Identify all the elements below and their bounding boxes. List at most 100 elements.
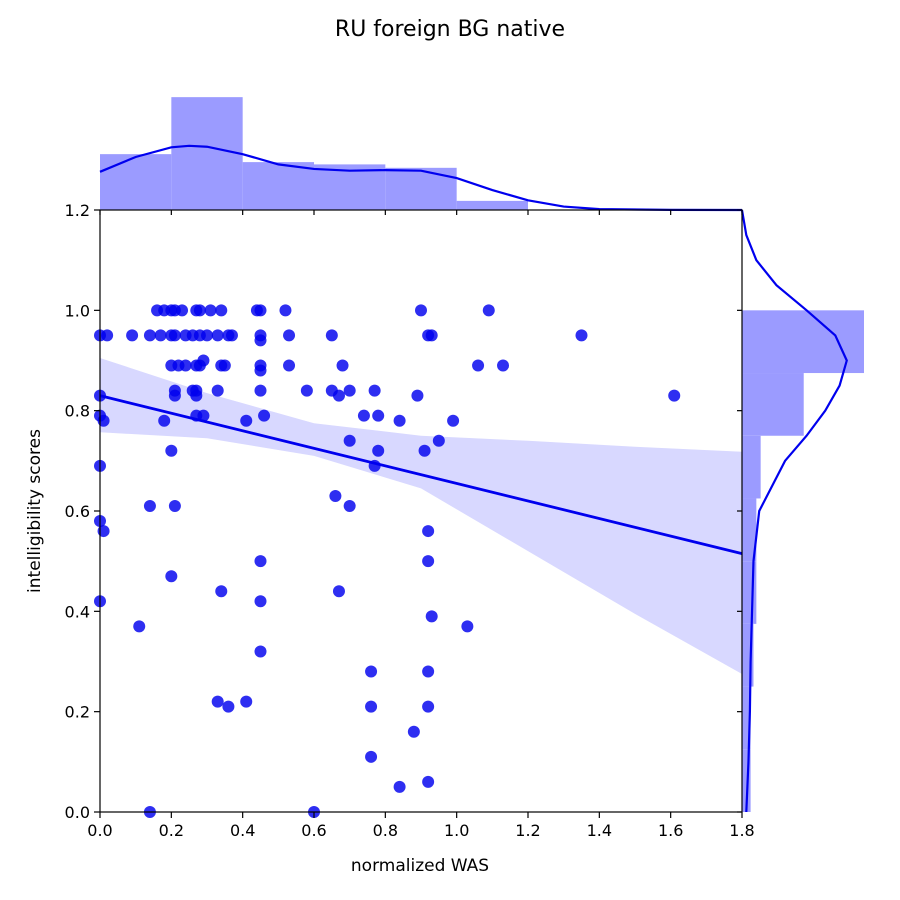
data-point — [343, 499, 356, 512]
y-axis-label: intelligibility scores — [25, 429, 45, 593]
data-point — [218, 359, 231, 372]
data-point — [329, 489, 342, 502]
chart-title: RU foreign BG native — [335, 17, 565, 42]
data-point — [422, 700, 435, 713]
data-point — [372, 409, 385, 422]
data-point — [336, 359, 349, 372]
x-marginal-ticks — [99, 210, 743, 215]
data-point — [211, 384, 224, 397]
x-tick-label: 0.2 — [159, 821, 184, 840]
data-point — [197, 354, 210, 367]
x-hist-bar — [100, 154, 172, 210]
data-point — [254, 645, 267, 658]
y-tick-label: 1.0 — [65, 301, 90, 320]
x-tick-label: 1.6 — [658, 821, 683, 840]
data-point — [197, 409, 210, 422]
y-hist-bar — [742, 686, 751, 750]
y-hist-bar — [742, 310, 864, 374]
y-axis-ticks: 0.0 0.2 0.4 0.6 0.8 1.0 1.2 — [65, 201, 100, 822]
data-point — [258, 409, 271, 422]
y-hist-bar — [742, 623, 754, 687]
data-point — [165, 444, 178, 457]
data-point — [240, 695, 253, 708]
x-density-curve — [99, 144, 743, 212]
y-marginal-histogram — [742, 310, 864, 812]
x-axis-ticks: 0.0 0.2 0.4 0.6 0.8 1.0 1.2 1.4 1.6 1.8 — [87, 812, 755, 840]
data-point — [126, 329, 139, 342]
data-point — [393, 780, 406, 793]
data-point — [497, 359, 510, 372]
y-tick-label: 0.8 — [65, 402, 90, 421]
data-point — [365, 700, 378, 713]
x-axis-label: normalized WAS — [351, 856, 489, 876]
data-point — [447, 414, 460, 427]
x-tick-label: 1.4 — [587, 821, 612, 840]
data-point — [372, 444, 385, 457]
data-point — [425, 329, 438, 342]
data-point — [168, 499, 181, 512]
data-point — [204, 304, 217, 317]
x-tick-label: 1.2 — [515, 821, 540, 840]
scatter-points — [94, 304, 681, 818]
data-point — [332, 585, 345, 598]
data-point — [300, 384, 313, 397]
y-tick-label: 0.6 — [65, 502, 90, 521]
y-tick-label: 0.4 — [65, 602, 90, 621]
data-point — [143, 499, 156, 512]
data-point — [575, 329, 588, 342]
data-point — [176, 304, 189, 317]
y-hist-bar — [742, 373, 804, 436]
data-point — [461, 620, 474, 633]
data-point — [283, 329, 296, 342]
data-point — [190, 389, 203, 402]
x-hist-bar — [314, 164, 386, 210]
data-point — [357, 409, 370, 422]
data-point — [254, 555, 267, 568]
x-hist-bar — [385, 167, 457, 210]
regression-line — [99, 394, 743, 556]
data-point — [415, 304, 427, 317]
data-point — [168, 329, 181, 342]
x-hist-bar — [242, 162, 314, 210]
x-marginal-histogram — [100, 97, 528, 210]
data-point — [422, 775, 435, 788]
data-point — [97, 525, 110, 538]
y-hist-bar — [742, 749, 751, 812]
data-point — [279, 304, 292, 317]
data-point — [211, 695, 224, 708]
data-point — [482, 304, 495, 317]
x-tick-label: 1.0 — [444, 821, 469, 840]
data-point — [432, 434, 445, 447]
data-point — [254, 384, 267, 397]
data-point — [215, 304, 228, 317]
data-point — [154, 329, 167, 342]
data-point — [168, 389, 181, 402]
data-point — [343, 384, 356, 397]
data-point — [668, 389, 681, 402]
data-point — [254, 595, 267, 608]
data-point — [422, 525, 435, 538]
x-tick-label: 1.8 — [729, 821, 754, 840]
data-point — [211, 329, 224, 342]
y-marginal-ticks — [737, 209, 742, 813]
data-point — [143, 329, 156, 342]
data-point — [411, 389, 424, 402]
data-point — [325, 329, 338, 342]
data-point — [418, 444, 431, 457]
data-point — [365, 750, 378, 763]
y-tick-label: 0.0 — [65, 803, 90, 822]
data-point — [254, 334, 267, 347]
data-point — [165, 359, 178, 372]
data-point — [193, 304, 206, 317]
y-density-curve — [740, 209, 848, 813]
data-point — [201, 329, 213, 342]
confidence-band — [100, 357, 742, 675]
data-point — [332, 389, 345, 402]
x-hist-bar — [171, 97, 243, 210]
x-tick-label: 0.4 — [230, 821, 255, 840]
y-hist-bar — [742, 435, 761, 499]
x-tick-label: 0.0 — [87, 821, 112, 840]
data-point — [365, 665, 378, 678]
data-point — [222, 700, 235, 713]
